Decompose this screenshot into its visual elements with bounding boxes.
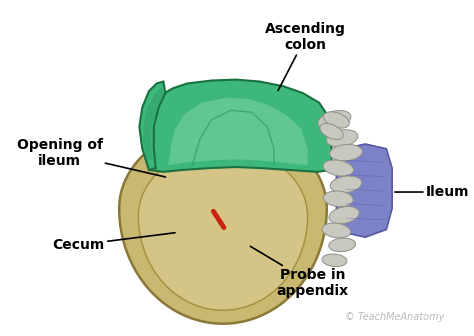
- Text: Opening of
ileum: Opening of ileum: [17, 137, 165, 177]
- Text: Ascending
colon: Ascending colon: [265, 22, 346, 91]
- Ellipse shape: [322, 254, 347, 266]
- Polygon shape: [138, 148, 308, 310]
- Polygon shape: [143, 87, 164, 160]
- Ellipse shape: [318, 111, 351, 129]
- Ellipse shape: [329, 238, 356, 252]
- Polygon shape: [139, 82, 165, 170]
- Ellipse shape: [327, 130, 358, 147]
- Polygon shape: [144, 80, 332, 172]
- Ellipse shape: [323, 191, 353, 207]
- Ellipse shape: [330, 176, 362, 193]
- Ellipse shape: [330, 144, 362, 161]
- Text: Probe in
appendix: Probe in appendix: [250, 246, 348, 298]
- Ellipse shape: [323, 112, 349, 128]
- Polygon shape: [119, 125, 327, 324]
- Polygon shape: [168, 98, 308, 165]
- Ellipse shape: [329, 207, 359, 224]
- Polygon shape: [337, 144, 392, 237]
- Ellipse shape: [322, 223, 351, 238]
- Text: © TeachMeAnatomy: © TeachMeAnatomy: [345, 312, 444, 322]
- Text: Cecum: Cecum: [53, 233, 175, 252]
- Ellipse shape: [323, 160, 354, 176]
- Ellipse shape: [320, 123, 343, 139]
- Text: Ileum: Ileum: [395, 185, 469, 199]
